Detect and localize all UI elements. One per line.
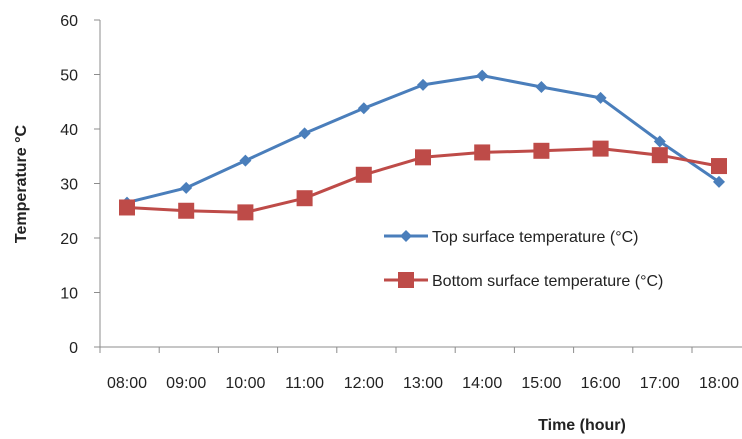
x-tick-label: 09:00 — [166, 375, 206, 392]
data-point-bottom-surface — [355, 166, 372, 183]
data-point-top-surface — [180, 181, 193, 194]
legend-label-top: Top surface temperature (°C) — [432, 229, 638, 246]
legend: Top surface temperature (°C) Bottom surf… — [384, 229, 663, 290]
y-tick-label: 50 — [60, 68, 78, 85]
data-point-bottom-surface — [119, 199, 135, 216]
data-point-bottom-surface — [415, 149, 431, 166]
axis-ticks: 0 10 20 30 40 50 60 08:00 09:00 10:00 11:00 12:00 13… — [60, 13, 739, 392]
data-point-top-surface — [653, 135, 666, 148]
legend-label-bottom: Bottom surface temperature (°C) — [432, 273, 663, 290]
x-tick-label: 10:00 — [225, 375, 265, 392]
data-series — [119, 69, 727, 221]
y-tick-label: 10 — [60, 286, 78, 303]
y-tick-label: 20 — [60, 231, 78, 248]
legend-item-bottom: Bottom surface temperature (°C) — [384, 272, 663, 290]
x-tick-label: 13:00 — [403, 375, 443, 392]
data-point-top-surface — [298, 127, 311, 140]
data-point-bottom-surface — [237, 204, 254, 221]
data-point-top-surface — [417, 78, 429, 91]
data-point-bottom-surface — [711, 158, 727, 175]
data-point-top-surface — [476, 69, 489, 82]
data-point-bottom-surface — [296, 190, 313, 207]
x-tick-label: 18:00 — [699, 375, 739, 392]
data-point-top-surface — [535, 81, 548, 94]
data-point-bottom-surface — [592, 140, 609, 157]
y-axis-title: Temperature °C — [13, 124, 30, 243]
x-tick-label: 16:00 — [581, 375, 621, 392]
data-point-top-surface — [713, 175, 725, 188]
legend-marker-top — [400, 230, 412, 242]
x-tick-label: 14:00 — [462, 375, 502, 392]
y-tick-label: 0 — [69, 340, 78, 357]
y-tick-label: 40 — [60, 122, 78, 139]
data-point-bottom-surface — [178, 202, 195, 219]
data-point-bottom-surface — [533, 142, 550, 159]
x-tick-label: 15:00 — [521, 375, 561, 392]
series-line-top-surface — [126, 74, 720, 205]
x-tick-label: 11:00 — [285, 375, 324, 392]
data-point-bottom-surface — [651, 147, 668, 164]
data-point-bottom-surface — [474, 144, 491, 161]
x-tick-label: 17:00 — [640, 375, 680, 392]
data-point-top-surface — [239, 154, 252, 167]
legend-marker-bottom — [398, 272, 414, 288]
x-tick-label: 12:00 — [344, 375, 384, 392]
y-tick-label: 60 — [60, 13, 78, 30]
x-axis-title: Time (hour) — [538, 417, 626, 434]
data-point-top-surface — [357, 102, 370, 115]
data-point-top-surface — [594, 91, 607, 104]
x-tick-label: 08:00 — [107, 375, 147, 392]
y-tick-label: 30 — [60, 177, 78, 194]
legend-item-top: Top surface temperature (°C) — [384, 229, 638, 246]
